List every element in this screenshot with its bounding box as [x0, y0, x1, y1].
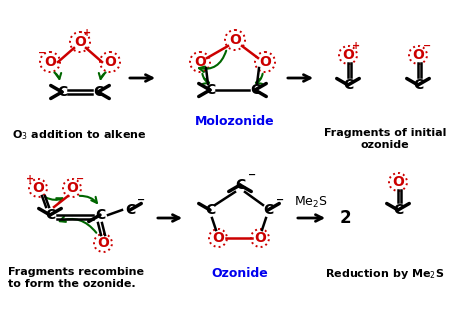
Text: O: O — [97, 236, 109, 250]
Text: C: C — [125, 203, 135, 217]
Text: Me$_2$S: Me$_2$S — [294, 195, 328, 210]
Text: C: C — [57, 85, 67, 99]
Text: O: O — [254, 231, 266, 245]
Text: +: + — [352, 41, 360, 51]
Text: C: C — [263, 203, 273, 217]
Text: O: O — [104, 55, 116, 69]
Text: C: C — [95, 208, 105, 222]
Text: C: C — [205, 203, 215, 217]
Text: −: − — [423, 41, 431, 51]
Text: C: C — [250, 83, 260, 97]
Text: O: O — [229, 33, 241, 47]
Text: C: C — [93, 85, 103, 99]
Text: C: C — [393, 203, 403, 217]
Text: O: O — [392, 175, 404, 189]
Text: +: + — [83, 28, 91, 38]
Text: −: − — [276, 195, 284, 205]
Text: C: C — [45, 208, 55, 222]
Text: O: O — [194, 55, 206, 69]
Text: Reduction by Me$_2$S: Reduction by Me$_2$S — [325, 267, 445, 281]
Text: +: + — [26, 174, 34, 184]
Text: C: C — [413, 78, 423, 92]
Text: −: − — [38, 48, 46, 58]
Text: −: − — [248, 170, 256, 180]
Text: O: O — [342, 48, 354, 62]
Text: O$_3$ addition to alkene: O$_3$ addition to alkene — [12, 128, 146, 142]
Text: C: C — [205, 83, 215, 97]
Text: Ozonide: Ozonide — [211, 267, 268, 280]
Text: O: O — [66, 181, 78, 195]
Text: O: O — [74, 35, 86, 49]
Text: 2: 2 — [339, 209, 351, 227]
Text: O: O — [412, 48, 424, 62]
Text: −: − — [76, 174, 84, 184]
Text: C: C — [343, 78, 353, 92]
Text: Fragments recombine
to form the ozonide.: Fragments recombine to form the ozonide. — [8, 267, 144, 289]
Text: O: O — [212, 231, 224, 245]
Text: Fragments of initial
ozonide: Fragments of initial ozonide — [324, 128, 446, 149]
Text: O: O — [259, 55, 271, 69]
Text: C: C — [235, 178, 245, 192]
Text: O: O — [32, 181, 44, 195]
Text: −: − — [137, 195, 145, 205]
Text: O: O — [44, 55, 56, 69]
Text: Molozonide: Molozonide — [195, 115, 275, 128]
